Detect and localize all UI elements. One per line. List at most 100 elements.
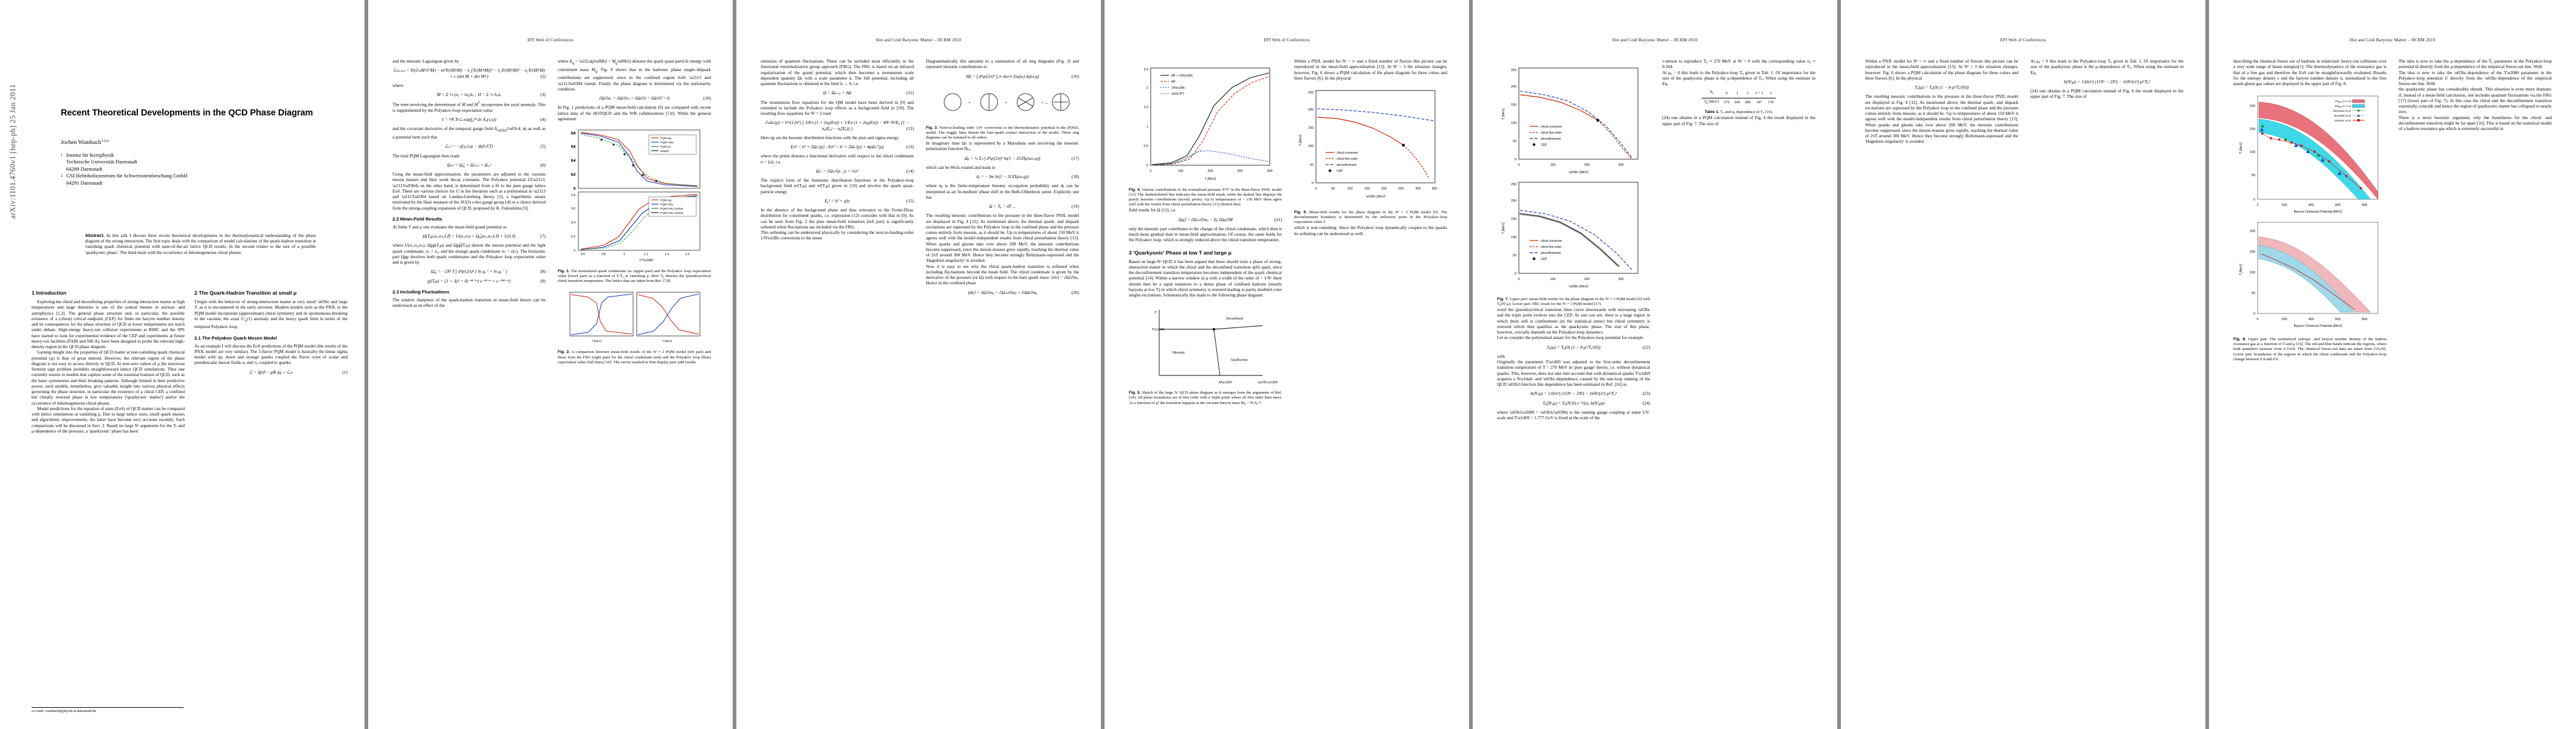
page-2: EPJ Web of Conferences and the mesonic L…: [368, 0, 733, 729]
page4-column-right: Within a PNJL model for Nᶠ = ∞ and a fix…: [1294, 58, 1447, 236]
equation-8-number: (8): [540, 269, 546, 275]
svg-text:0: 0: [1515, 158, 1516, 162]
svg-text:100: 100: [1550, 163, 1556, 167]
equation-20-body: ⟨σ̄σ⟩ = ∂Ω/∂mₐ = ∂Ωₘᶠ/∂mₐ + ∂δΩ/∂mₐ: [967, 289, 1038, 295]
paragraph: In imaginary time Ωₖ is represented by a…: [926, 140, 1079, 152]
svg-text:\u03bc [MeV]: \u03bc [MeV]: [1366, 195, 1385, 199]
equation-1: ℒ = q̄(i∂̸ − gΦ₅)q + ℒₘ (1): [194, 369, 348, 375]
table-1: Nf 0 1 2 2 + 1 3 T0 [MeV] 270 240 208 18…: [1701, 89, 1776, 108]
svg-text:Baryon Chemical Potential [Me: Baryon Chemical Potential [MeV]: [2293, 324, 2342, 328]
paragraph: The total PQM Lagrangian then reads: [392, 152, 460, 159]
th-nf: Nf: [1701, 89, 1722, 98]
svg-text:T [MeV]: T [MeV]: [592, 340, 601, 343]
equation-2: ℒₘₑₛₒₙ = Tr(∂ₘM†∂ᵘM) − m²Tr(M†M) − λ₁[Tr…: [392, 67, 546, 79]
svg-text:T [MeV]: T [MeV]: [2239, 142, 2243, 154]
svg-text:PQM Fuku: PQM Fuku: [660, 141, 674, 144]
svg-text:50: 50: [1331, 187, 1335, 191]
td-1: 240: [1732, 97, 1742, 108]
paragraph: field results for Ω [11], i.e.: [1129, 207, 1177, 213]
affiliations: 1 Institut für Kernphysik Technische Univ…: [61, 152, 316, 187]
equation-22b-body: Tᵩ(μ) = Tᵩ(0) (1 − b·μ²/Tᵩ²(0)): [1914, 84, 1969, 90]
td-label: T0 [MeV]: [1701, 97, 1722, 108]
equation-6: Ωₘᶠ = Ωᵨ̄ᵨ + Ωₘₑₛ + Ωᵥₑᶠ (6): [392, 162, 546, 168]
svg-text:T [MeV]: T [MeV]: [1299, 134, 1303, 146]
page-4: EPJ Web of Conferences 0 0.5 1 1.5 2 2.5…: [1105, 0, 1469, 729]
svg-text:1.4: 1.4: [665, 253, 669, 256]
paragraph: and the covariant derivative of the temp…: [392, 126, 546, 140]
andronic-points: [2261, 132, 2362, 190]
svg-text:0: 0: [2253, 312, 2255, 316]
equation-7: Ω(T,μ;σₓ,σₛ,ℓ,ℓ̄) = U(σₓ,σₛ) + Ωᵨ̄ᵨ(σₓ,σ…: [392, 233, 546, 239]
equation-23-number: (23): [1642, 391, 1650, 397]
page-1: arXiv:1101.4760v1 [hep-ph] 25 Jan 2011 R…: [0, 0, 365, 729]
svg-text:0.6: 0.6: [581, 253, 585, 256]
affiliation-1: 1 Institut für Kernphysik Technische Univ…: [61, 152, 316, 173]
td-21: 187: [1753, 97, 1766, 108]
equation-21-body: ⟨q̄q⟩ = ∂Ωₘᶠ/∂mₐ − Σᵦ ∂Ωᵦ/∂M: [1178, 216, 1233, 222]
figure-7-caption: Fig. 7. Upper part: mean-field results f…: [1497, 297, 1650, 307]
equation-24-body: Tᵩ(Nᶠ,μ) = Tᵩ(Nᶠ,0) e⁻¹/(α₀ b(Nᶠ,μ)): [1543, 400, 1605, 406]
svg-text:200: 200: [2250, 230, 2255, 233]
equation-11-body: Ω = Ωₖ₌₀ + δΩ: [823, 90, 852, 96]
running-head: Hot and Cold Baryonic Matter – HCBM 2010: [2349, 38, 2436, 43]
figure-7-text: Upper part: mean-field results for the p…: [1497, 297, 1650, 307]
running-head: EPJ Web of Conferences: [2000, 38, 2046, 43]
td-0: 270: [1721, 97, 1732, 108]
figure-8-label: Fig. 8.: [2233, 337, 2246, 342]
figure-2-text: A comparison between mean-field results …: [558, 350, 711, 364]
paragraph: which can be Wick rotated and leads to: [926, 164, 996, 170]
paragraph: Gaining insight into the properties of Q…: [32, 349, 185, 406]
page-title: Recent Theoretical Developments in the Q…: [61, 108, 313, 118]
figure-4: 0 0.5 1 1.5 2 2.5 0 100 200 300 400 T [M…: [1129, 63, 1282, 185]
svg-text:Deconfined: Deconfined: [1226, 317, 1243, 321]
figure-3-text: Next-to-leading order 1/Nᶜ corrections t…: [926, 125, 1080, 140]
svg-text:asqtad: asqtad: [660, 149, 669, 152]
equation-15-number: (15): [906, 197, 914, 204]
svg-text:400: 400: [2309, 204, 2314, 207]
svg-text:0: 0: [1515, 272, 1516, 276]
affiliation-2: 2 GSI Helmholtzzentrum für Schwerionenfo…: [61, 173, 316, 187]
svg-text:+: +: [1005, 100, 1007, 105]
paragraph: Based on large-Nᶜ QCD it has been argued…: [1129, 258, 1282, 298]
figure-4-label: Fig. 4.: [1129, 188, 1141, 192]
equation-1-body: ℒ = q̄(i∂̸ − gΦ₅)q + ℒₘ: [249, 369, 293, 375]
paragraph: Diagrammatically this amounts to a summa…: [926, 58, 1079, 70]
figure-7-label: Fig. 7.: [1497, 297, 1509, 301]
paragraph: Using the mean-field approximation, the …: [392, 171, 546, 211]
th-3: 3: [1765, 89, 1776, 98]
svg-text:100: 100: [2250, 271, 2255, 275]
svg-text:\u03bc\u1d69: \u03bc\u1d69: [1258, 381, 1278, 385]
svg-text:50: 50: [2252, 292, 2255, 295]
equation-20: ⟨σ̄σ⟩ = ∂Ω/∂mₐ = ∂Ωₘᶠ/∂mₐ + ∂δΩ/∂mₐ (20): [926, 290, 1079, 295]
becattini-points: [2260, 128, 2341, 176]
figure-4-chart: 0 0.5 1 1.5 2 2.5 0 100 200 300 400 T [M…: [1144, 67, 1273, 181]
figure-2: T [MeV] T [MeV]: [558, 289, 711, 347]
svg-text:Becattini et al.: Becattini et al.: [2334, 114, 2351, 117]
figure-3-label: Fig. 3.: [926, 125, 938, 130]
figure-1-label: Fig. 1.: [558, 269, 570, 274]
running-head: Hot and Cold Baryonic Matter – HCBM 2010: [875, 38, 962, 43]
svg-text:T [MeV]: T [MeV]: [2239, 264, 2243, 275]
svg-text:0.2: 0.2: [571, 235, 575, 239]
running-head: Hot and Cold Baryonic Matter – HCBM 2010: [1612, 38, 1698, 43]
paragraph: This softening can be understood physica…: [761, 230, 914, 241]
svg-text:CEP: CEP: [1541, 143, 1547, 147]
equation-22: Tᵩ(μ) = Tᵩ(0) (1 − b·μ²/Tᵩ²(0)) (22): [1497, 344, 1650, 350]
equation-16: δΩ = ∫ d³q/(2π)³ ∫₀∞ dω/π 2nᵦ(ω) δᵦ(ω,q)…: [926, 74, 1079, 79]
svg-text:Baryon Chemical Potential [Me: Baryon Chemical Potential [MeV]: [2293, 210, 2342, 214]
svg-text:0: 0: [2257, 318, 2259, 321]
figure-6-text: Mean-field results for the phase diagram…: [1294, 210, 1447, 225]
table-row-header: Nf 0 1 2 2 + 1 3: [1701, 89, 1776, 98]
paragraph: Within a PNJL model for Nᶠ = ∞ and a fix…: [1294, 58, 1447, 81]
svg-text:100: 100: [1511, 122, 1516, 125]
svg-text:50: 50: [1513, 140, 1516, 143]
figure-5-caption: Fig. 5. Sketch of the large Nᶜ QCD phase…: [1129, 391, 1282, 405]
equation-10-number: (10): [703, 95, 711, 101]
page-5: Hot and Cold Baryonic Matter – HCBM 2010…: [1473, 0, 1837, 729]
page3-column-left: omission of quantum fluctuations. These …: [761, 58, 914, 241]
paragraph: The term involving the determinant of M …: [392, 101, 546, 113]
equation-13-body: Eπ² = k² + 2Ωₖ'(ρ) ; Eσ² = k² + 2Ωₖ'(ρ) …: [790, 144, 884, 149]
paragraph: omission of quantum fluctuations. These …: [761, 58, 914, 86]
paragraph: The resulting mesonic contributions to t…: [926, 213, 1079, 264]
svg-text:250: 250: [1308, 91, 1314, 95]
